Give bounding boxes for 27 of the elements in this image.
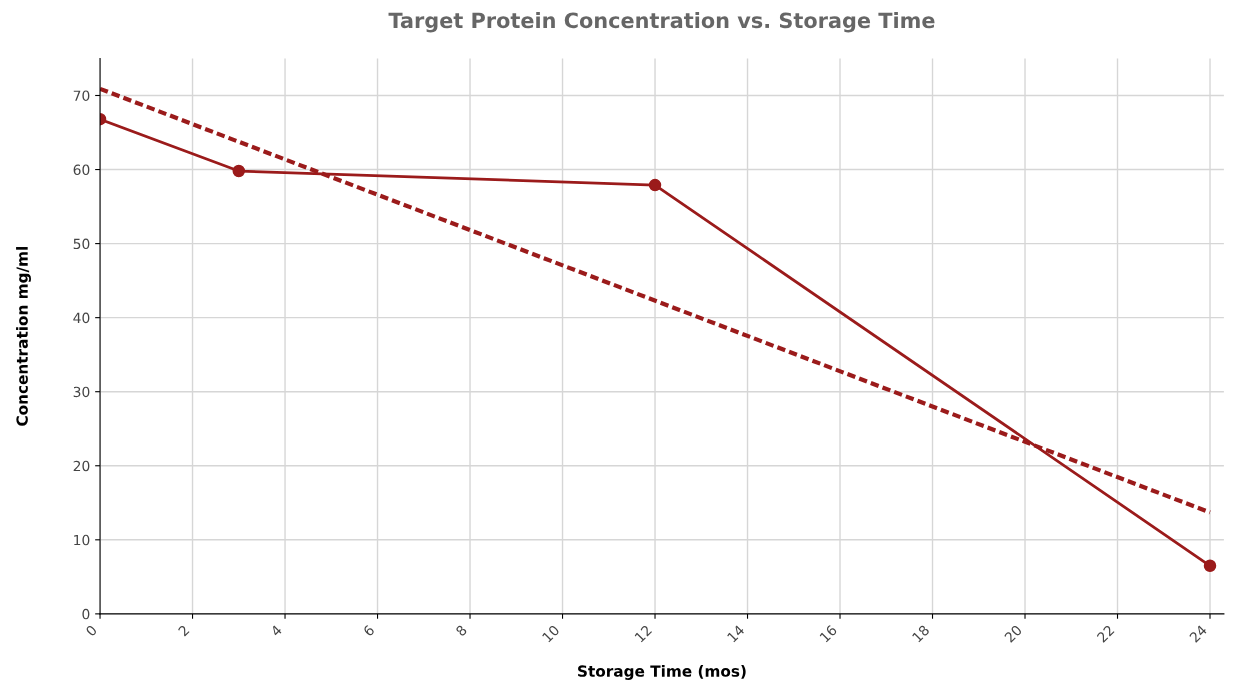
x-tick-label: 6 (362, 624, 376, 637)
x-tick-label: 20 (1003, 624, 1023, 643)
y-tick-label: 20 (73, 460, 90, 472)
y-tick-label: 30 (73, 386, 90, 398)
x-tick-label: 24 (1188, 624, 1208, 643)
y-tick-label: 50 (73, 238, 90, 250)
y-tick-label: 70 (73, 90, 90, 101)
chart-title: Target Protein Concentration vs. Storage Time (388, 12, 935, 33)
x-tick-label: 12 (634, 624, 652, 643)
y-axis-title: Concentration mg/ml (16, 247, 31, 426)
point (648, 178, 662, 192)
x-tick-label: 18 (911, 624, 930, 643)
x-tick-label: 2 (177, 624, 190, 637)
x-tick-label: 0 (85, 624, 98, 637)
x-tick-label: 10 (541, 624, 560, 643)
x-tick-label: 4 (270, 624, 283, 637)
y-tick-label: 10 (74, 534, 90, 546)
y-tick-label: 0 (82, 608, 90, 620)
x-tick-label: 22 (1096, 624, 1115, 643)
y-tick-label: 60 (73, 164, 90, 176)
y-tick-label: 40 (73, 312, 90, 324)
x-axis-title: Storage Time (mos) (578, 665, 746, 680)
x-tick-label: 14 (726, 624, 745, 643)
x-tick-label: 8 (455, 624, 468, 637)
point (1203, 559, 1217, 572)
x-tick-label: 16 (819, 624, 838, 643)
point (232, 164, 246, 178)
